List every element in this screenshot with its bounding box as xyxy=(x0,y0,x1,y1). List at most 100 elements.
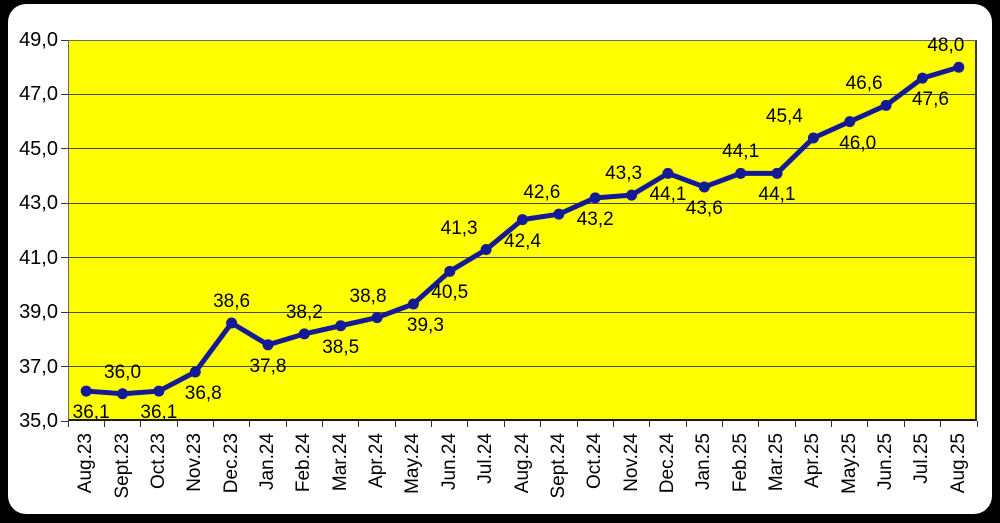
gridline xyxy=(68,93,977,95)
x-tick-label: Oct.23 xyxy=(147,433,169,489)
data-point-label: 43,6 xyxy=(685,197,723,219)
x-tick-label: Nov.24 xyxy=(620,433,642,492)
data-point-label: 36,0 xyxy=(104,361,142,383)
y-tick-label: 35,0 xyxy=(19,410,58,432)
x-axis-tick xyxy=(612,421,614,427)
x-tick-label: May.25 xyxy=(838,433,860,494)
data-point-marker xyxy=(589,192,601,204)
data-point-label: 43,3 xyxy=(605,163,643,185)
x-tick-label: Nov.23 xyxy=(184,433,206,492)
x-axis-tick xyxy=(721,421,723,427)
x-tick-label: Apr.25 xyxy=(802,433,824,488)
x-axis-tick xyxy=(285,421,287,427)
y-axis-tick xyxy=(61,420,68,422)
y-axis-tick xyxy=(61,93,68,95)
data-point-label: 36,1 xyxy=(72,402,110,424)
data-point-marker xyxy=(80,385,92,397)
x-tick-label: Sept.24 xyxy=(547,433,569,499)
x-axis-tick xyxy=(249,421,251,427)
x-tick-label: Apr.24 xyxy=(366,433,388,488)
x-axis-tick xyxy=(685,421,687,427)
data-point-marker xyxy=(480,244,492,256)
x-axis-tick xyxy=(212,421,214,427)
x-axis-tick xyxy=(176,421,178,427)
gridline xyxy=(68,202,977,204)
data-point-label: 48,0 xyxy=(927,35,965,57)
x-axis-tick xyxy=(867,421,869,427)
y-tick-label: 45,0 xyxy=(19,137,58,160)
data-point-marker xyxy=(262,339,274,351)
data-point-marker xyxy=(880,99,892,111)
x-axis-tick xyxy=(67,421,69,427)
x-tick-label: Dec.24 xyxy=(656,433,678,494)
x-axis-tick xyxy=(940,421,942,427)
data-point-label: 36,8 xyxy=(184,383,222,404)
y-axis-tick xyxy=(61,311,68,313)
data-point-label: 44,1 xyxy=(722,141,760,163)
x-tick-label: Dec.23 xyxy=(220,433,242,494)
data-point-marker xyxy=(226,317,238,329)
data-point-marker xyxy=(153,385,165,397)
data-point-label: 42,6 xyxy=(523,182,561,204)
data-point-marker xyxy=(298,328,310,340)
data-point-label: 40,5 xyxy=(431,282,469,304)
data-point-marker xyxy=(771,167,783,179)
data-point-marker xyxy=(735,167,747,179)
x-axis-tick xyxy=(649,421,651,427)
data-point-marker xyxy=(953,61,965,73)
data-series-line xyxy=(80,61,965,400)
x-axis-tick xyxy=(431,421,433,427)
y-tick-label: 41,0 xyxy=(19,246,58,269)
data-point-marker xyxy=(189,366,201,378)
gridline xyxy=(68,366,977,368)
x-tick-label: Mar.25 xyxy=(766,433,788,492)
data-point-label: 44,1 xyxy=(649,184,687,206)
data-point-label: 38,5 xyxy=(322,336,360,358)
y-axis-tick xyxy=(61,257,68,259)
data-point-label: 47,6 xyxy=(911,89,949,111)
y-tick-label: 49,0 xyxy=(19,29,58,51)
data-point-marker xyxy=(117,388,129,400)
x-axis-tick xyxy=(831,421,833,427)
x-axis-tick xyxy=(140,421,142,427)
x-tick-label: Jul.24 xyxy=(475,433,497,484)
data-point-label: 46,6 xyxy=(845,73,883,95)
data-point-marker xyxy=(407,298,419,310)
data-point-label: 42,4 xyxy=(504,230,541,252)
data-point-marker xyxy=(916,72,928,84)
x-tick-label: Sept.23 xyxy=(111,433,133,499)
data-point-label: 46,0 xyxy=(839,132,877,154)
data-point-label: 37,8 xyxy=(249,355,287,377)
y-axis-tick xyxy=(61,366,68,368)
x-axis-tick xyxy=(394,421,396,427)
x-axis-tick xyxy=(103,421,105,427)
x-tick-label: Aug.23 xyxy=(75,433,97,494)
x-axis-tick xyxy=(358,421,360,427)
data-point-marker xyxy=(844,116,856,128)
gridline xyxy=(68,257,977,259)
x-axis-tick xyxy=(322,421,324,427)
data-point-marker xyxy=(662,167,674,179)
data-point-marker xyxy=(371,312,383,324)
x-axis-tick xyxy=(903,421,905,427)
data-point-label: 41,3 xyxy=(440,217,478,239)
x-axis-tick xyxy=(976,421,978,427)
x-axis-tick xyxy=(794,421,796,427)
data-point-marker xyxy=(517,214,528,226)
data-point-label: 38,8 xyxy=(349,285,387,307)
x-tick-label: Aug.25 xyxy=(947,433,969,494)
x-tick-label: Mar.24 xyxy=(329,433,351,492)
x-tick-label: Jun.24 xyxy=(438,433,460,491)
x-tick-label: Aug.24 xyxy=(511,433,533,494)
y-tick-label: 47,0 xyxy=(19,83,58,106)
y-axis-tick xyxy=(61,39,68,41)
x-tick-label: Jun.25 xyxy=(875,433,897,491)
data-point-marker xyxy=(335,320,347,332)
y-tick-label: 43,0 xyxy=(19,192,58,215)
data-point-marker xyxy=(553,208,565,220)
x-axis-tick xyxy=(576,421,578,427)
y-axis-tick xyxy=(61,148,68,150)
data-point-label: 43,2 xyxy=(576,208,614,230)
y-axis-tick xyxy=(61,202,68,204)
